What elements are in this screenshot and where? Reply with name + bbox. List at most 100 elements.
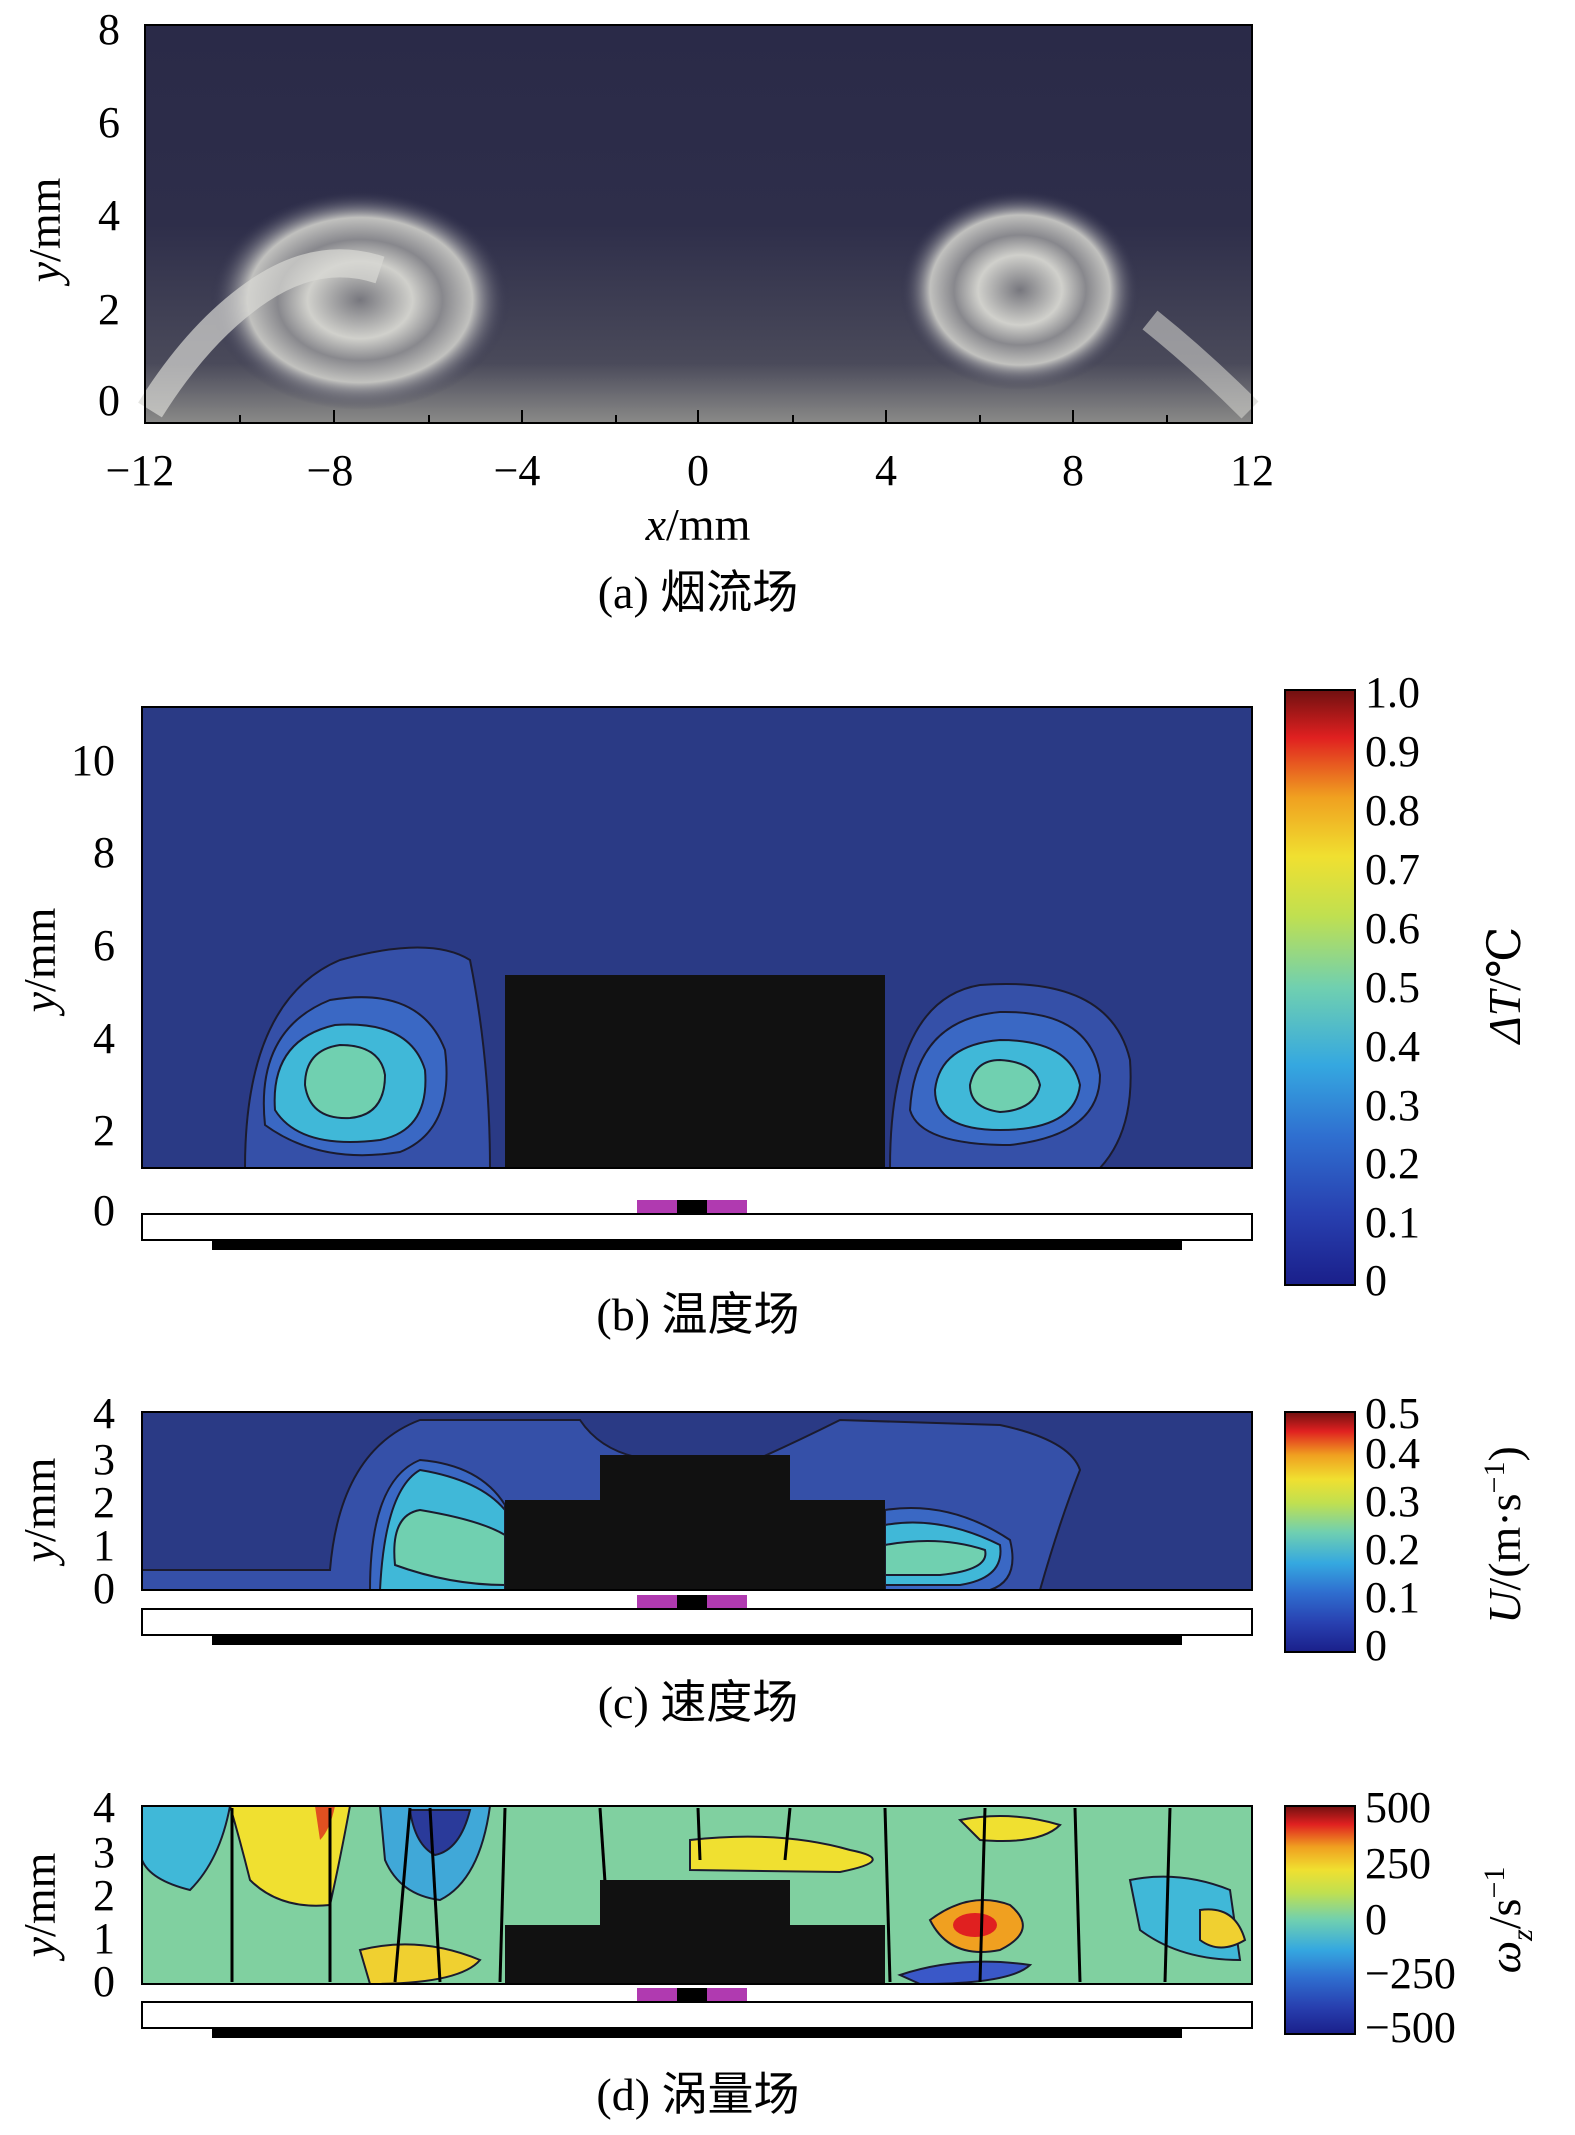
contour-level-4 — [968, 1058, 1042, 1114]
y-axis-label: y/mm — [14, 907, 65, 1016]
y-tick: 10 — [71, 736, 115, 785]
colorbar-tick: 0 — [1365, 1621, 1387, 1670]
x-tick: 8 — [1062, 446, 1084, 495]
colorbar-tick: 0.4 — [1365, 1022, 1420, 1071]
panel-a-yticklabels: 0 2 4 6 8 — [98, 5, 120, 425]
y-axis-label: y/mm — [19, 177, 70, 286]
panel-b: 0 2 4 6 8 10 y/mm 0 0.1 0.2 0.3 0.4 0.5 … — [14, 668, 1530, 1340]
smoke-wisp-left — [138, 249, 385, 418]
colorbar-tick: 0.3 — [1365, 1477, 1420, 1526]
colorbar-tick: 0.2 — [1365, 1139, 1420, 1188]
y-tick: 0 — [98, 376, 120, 425]
substrate-plate — [141, 2001, 1253, 2029]
heater-block — [505, 1455, 885, 1590]
y-tick: 4 — [93, 1014, 115, 1063]
colorbar-tick: 0.9 — [1365, 727, 1420, 776]
substrate-base — [212, 1635, 1182, 1645]
x-tick: −12 — [106, 446, 175, 495]
vorticity-region — [689, 1835, 874, 1874]
colorbar-tick: 0.4 — [1365, 1429, 1420, 1478]
colorbar — [1284, 1411, 1356, 1653]
vorticity-region — [1199, 1908, 1247, 1949]
colorbar-tick: 0.3 — [1365, 1081, 1420, 1130]
colorbar-tick: 0.2 — [1365, 1525, 1420, 1574]
colorbar — [1284, 1805, 1356, 2035]
substrate-base — [212, 1240, 1182, 1250]
panel-d: 0 1 2 3 4 y/mm −500 −250 0 250 500 ωz/s−… — [14, 1783, 1539, 2120]
y-tick: 8 — [93, 828, 115, 877]
y-tick: 1 — [93, 1521, 115, 1570]
colorbar-tick: 250 — [1365, 1839, 1431, 1888]
colorbar — [1284, 689, 1356, 1286]
y-tick: 6 — [98, 98, 120, 147]
vector-arrows — [230, 1807, 1172, 1983]
y-tick: 2 — [93, 1871, 115, 1920]
panel-a: −12 −8 −4 0 4 8 12 0 2 4 6 8 x/mm y/mm (… — [19, 5, 1274, 618]
smoke-wisp-right — [1142, 310, 1259, 419]
colorbar-tick: 0.5 — [1365, 1389, 1420, 1438]
panel-caption: (c) 速度场 — [598, 1677, 799, 1728]
contour-level-4 — [393, 1508, 506, 1587]
x-tick: −8 — [307, 446, 354, 495]
colorbar-tick: 1.0 — [1365, 668, 1420, 717]
vorticity-region — [897, 1960, 1033, 1986]
y-tick: 4 — [98, 191, 120, 240]
heater-block — [505, 975, 885, 1168]
substrate-plate — [141, 1608, 1253, 1636]
y-tick: 2 — [93, 1478, 115, 1527]
colorbar-label: ωz/s−1 — [1478, 1867, 1539, 1974]
colorbar-tick: 0.5 — [1365, 963, 1420, 1012]
colorbar-ticklabels: 0 0.1 0.2 0.3 0.4 0.5 0.6 0.7 0.8 0.9 1.… — [1365, 668, 1420, 1305]
colorbar-label: ΔT/℃ — [1479, 927, 1530, 1046]
colorbar-tick: 0.7 — [1365, 845, 1420, 894]
vorticity-region — [408, 1809, 472, 1857]
panel-d-yticklabels: 0 1 2 3 4 — [93, 1783, 115, 2006]
substrate-plate — [141, 1213, 1253, 1241]
panel-caption: (a) 烟流场 — [598, 567, 799, 618]
colorbar-tick: 0.1 — [1365, 1573, 1420, 1622]
colorbar-tick: 0.1 — [1365, 1198, 1420, 1247]
vorticity-region — [141, 1805, 232, 1892]
smoke-vortex-left — [210, 190, 510, 410]
panel-caption: (d) 涡量场 — [596, 2069, 799, 2120]
panel-c-yticklabels: 0 1 2 3 4 — [93, 1389, 115, 1613]
colorbar-label: U/(m·s−1) — [1478, 1446, 1530, 1624]
colorbar-tick: 0 — [1365, 1895, 1387, 1944]
y-tick: 0 — [93, 1186, 115, 1235]
vorticity-peak — [953, 1913, 997, 1937]
panel-caption: (b) 温度场 — [596, 1289, 799, 1340]
colorbar-ticklabels: −500 −250 0 250 500 — [1365, 1783, 1456, 2052]
x-tick: 4 — [875, 446, 897, 495]
y-tick: 2 — [93, 1106, 115, 1155]
y-tick: 4 — [93, 1783, 115, 1832]
vorticity-region — [358, 1943, 482, 1986]
x-tick: 0 — [687, 446, 709, 495]
colorbar-ticklabels: 0 0.1 0.2 0.3 0.4 0.5 — [1365, 1389, 1420, 1670]
y-tick: 1 — [93, 1914, 115, 1963]
colorbar-tick: 0 — [1365, 1256, 1387, 1305]
y-tick: 4 — [93, 1389, 115, 1438]
colorbar-tick: 0.8 — [1365, 786, 1420, 835]
x-axis-label: x/mm — [645, 499, 751, 550]
y-tick: 6 — [93, 921, 115, 970]
substrate-base — [212, 2028, 1182, 2038]
y-tick: 8 — [98, 5, 120, 54]
y-tick: 0 — [93, 1957, 115, 2006]
y-axis-label: y/mm — [14, 1457, 65, 1566]
x-tick: 12 — [1230, 446, 1274, 495]
panel-b-yticklabels: 0 2 4 6 8 10 — [71, 736, 115, 1235]
y-tick: 0 — [93, 1564, 115, 1613]
contour-level-4 — [303, 1043, 387, 1120]
x-tick: −4 — [494, 446, 541, 495]
colorbar-tick: −250 — [1365, 1949, 1456, 1998]
heater-block — [505, 1880, 885, 1984]
panel-a-xticklabels: −12 −8 −4 0 4 8 12 — [106, 446, 1274, 495]
panel-a-ticks — [144, 410, 1253, 423]
colorbar-tick: 0.6 — [1365, 904, 1420, 953]
smoke-vortex-right — [900, 190, 1140, 390]
y-tick: 2 — [98, 285, 120, 334]
colorbar-tick: 500 — [1365, 1783, 1431, 1832]
y-tick: 3 — [93, 1435, 115, 1484]
panel-c: 0 1 2 3 4 y/mm 0 0.1 0.2 0.3 0.4 0.5 U/(… — [14, 1389, 1530, 1728]
